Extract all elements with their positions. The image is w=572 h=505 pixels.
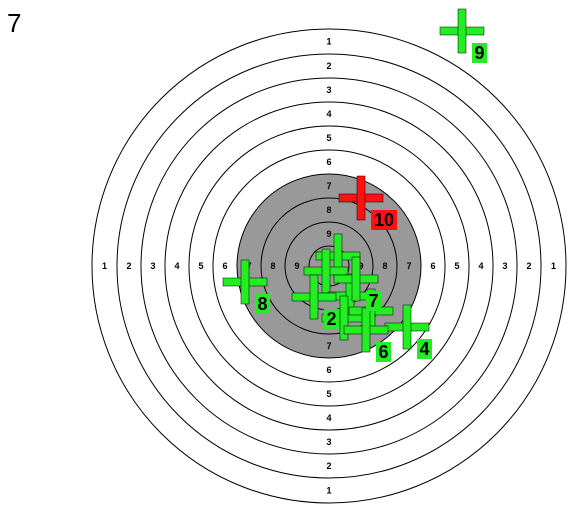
ring-labels: 1 1 1 1 2 2 2 2 3 3 3 3 4 4 4 4 5 5 5 5 6 6 6 6 7 7 7 7 8 8 8 8 9 9 9 9 bbox=[102, 37, 556, 496]
shot-tag-bg bbox=[324, 309, 339, 329]
ring-label-1: 1 bbox=[551, 261, 556, 271]
ring-label-2: 2 bbox=[326, 61, 331, 71]
ring-label-2: 2 bbox=[326, 461, 331, 471]
shot-tag-bg bbox=[472, 43, 487, 63]
shot-marker-2 bbox=[291, 274, 337, 320]
ring-label-4: 4 bbox=[174, 261, 179, 271]
ring-label-4: 4 bbox=[326, 109, 331, 119]
ring-label-1: 1 bbox=[326, 37, 331, 47]
ring-label-7: 7 bbox=[326, 181, 331, 191]
shot-label: 9 bbox=[474, 43, 484, 63]
ring-label-4: 4 bbox=[326, 413, 331, 423]
ring-label-7: 7 bbox=[326, 341, 331, 351]
shot-label: 8 bbox=[257, 294, 267, 314]
ring-label-3: 3 bbox=[502, 261, 507, 271]
shot-marker-8 bbox=[222, 259, 268, 305]
shot-tag-bg bbox=[376, 342, 391, 362]
ring-label-4: 4 bbox=[478, 261, 483, 271]
ring-label-5: 5 bbox=[326, 133, 331, 143]
ring-label-3: 3 bbox=[150, 261, 155, 271]
ring-label-1: 1 bbox=[326, 486, 331, 496]
ring-label-6: 6 bbox=[430, 261, 435, 271]
score-display: 7 bbox=[7, 8, 22, 38]
ring-label-5: 5 bbox=[454, 261, 459, 271]
shot-marker-10 bbox=[338, 175, 384, 221]
shot-marker-7 bbox=[333, 256, 379, 302]
shot-tag-bg bbox=[366, 291, 381, 311]
ring-label-9: 9 bbox=[294, 261, 299, 271]
ring-label-6: 6 bbox=[222, 261, 227, 271]
shot-marker-9 bbox=[439, 8, 485, 54]
ring-label-2: 2 bbox=[126, 261, 131, 271]
ring-label-9: 9 bbox=[326, 229, 331, 239]
ring-label-9: 9 bbox=[358, 261, 363, 271]
shot-tag-bg bbox=[417, 339, 432, 359]
ring-label-6: 6 bbox=[326, 157, 331, 167]
shot-label: 2 bbox=[326, 309, 336, 329]
shot-tag-bg bbox=[255, 294, 270, 314]
ring-label-7: 7 bbox=[406, 261, 411, 271]
ring-label-8: 8 bbox=[382, 261, 387, 271]
ring-label-6: 6 bbox=[326, 365, 331, 375]
ring-label-5: 5 bbox=[326, 389, 331, 399]
ring-label-5: 5 bbox=[198, 261, 203, 271]
shot-label: 7 bbox=[368, 291, 378, 311]
shot-markers: 2 4 6 7 8 9 10 bbox=[222, 8, 487, 362]
ring-label-8: 8 bbox=[326, 205, 331, 215]
ring-label-8: 8 bbox=[270, 261, 275, 271]
ring-label-1: 1 bbox=[102, 261, 107, 271]
shot-label: 6 bbox=[378, 342, 388, 362]
shot-label: 10 bbox=[374, 210, 394, 230]
ring-label-3: 3 bbox=[326, 85, 331, 95]
ring-label-2: 2 bbox=[526, 261, 531, 271]
shot-marker-cross bbox=[303, 248, 349, 294]
shot-tag-bg bbox=[371, 210, 397, 230]
shot-label: 4 bbox=[419, 339, 429, 359]
ring-label-3: 3 bbox=[326, 437, 331, 447]
